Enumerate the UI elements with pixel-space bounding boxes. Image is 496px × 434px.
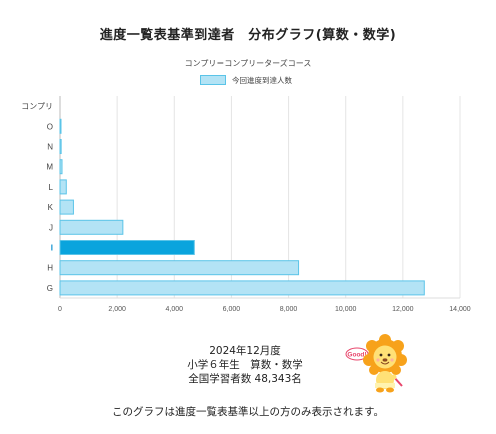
bar-I xyxy=(59,240,195,255)
mascot-speech: Good! xyxy=(347,352,366,359)
y-category-label: H xyxy=(47,264,53,273)
bar-L xyxy=(59,179,67,195)
y-category-label: G xyxy=(47,284,53,293)
y-category-label: O xyxy=(47,122,53,131)
bar-O xyxy=(59,118,62,134)
y-category-label: L xyxy=(49,183,54,192)
chart-legend: 今回進度到達人数 xyxy=(200,74,292,86)
footer-note: このグラフは進度一覧表基準以上の方のみ表示されます。 xyxy=(112,406,384,418)
chart-labels: 0 2,000 4,000 6,000 8,000 10,000 12,000 14,000 コ… xyxy=(21,102,471,313)
y-category-label: K xyxy=(48,203,54,212)
bar-G xyxy=(59,280,425,296)
y-category-label: コンプリ xyxy=(21,102,53,111)
bar-J xyxy=(59,219,124,235)
y-category-label: I xyxy=(51,244,53,253)
chart-grid xyxy=(59,96,461,299)
y-category-label: N xyxy=(47,143,53,152)
legend-label: 今回進度到達人数 xyxy=(232,75,292,85)
lion-mascot-icon: Good! xyxy=(345,334,407,393)
x-tick-label: 2,000 xyxy=(108,306,126,313)
summary-info: 2024年12月度 小学６年生 算数・数学 全国学習者数 48,343名 xyxy=(160,344,330,386)
summary-grade-subject: 小学６年生 算数・数学 xyxy=(187,359,303,371)
y-category-label: J xyxy=(49,223,53,232)
x-tick-label: 10,000 xyxy=(335,306,357,313)
x-tick-label: 0 xyxy=(58,306,62,313)
bar-M xyxy=(59,159,63,175)
x-tick-label: 14,000 xyxy=(449,306,471,313)
chart-bars xyxy=(59,118,425,296)
chart-title: 進度一覧表基準到達者 分布グラフ(算数・数学) xyxy=(99,28,397,43)
y-category-label: M xyxy=(46,163,53,172)
bar-chart: 0 2,000 4,000 6,000 8,000 10,000 12,000 14,000 コ… xyxy=(21,96,471,313)
chart-subtitle: コンプリ＝コンプリーターズコース xyxy=(184,59,312,68)
x-tick-label: 6,000 xyxy=(223,306,241,313)
bar-K xyxy=(59,199,74,215)
summary-learner-count: 全国学習者数 48,343名 xyxy=(188,373,302,385)
x-tick-label: 8,000 xyxy=(280,306,298,313)
x-tick-label: 4,000 xyxy=(166,306,184,313)
bar-H xyxy=(59,260,300,276)
bar-N xyxy=(59,139,62,154)
legend-swatch xyxy=(200,75,226,85)
summary-date: 2024年12月度 xyxy=(209,345,281,357)
x-tick-label: 12,000 xyxy=(392,306,414,313)
